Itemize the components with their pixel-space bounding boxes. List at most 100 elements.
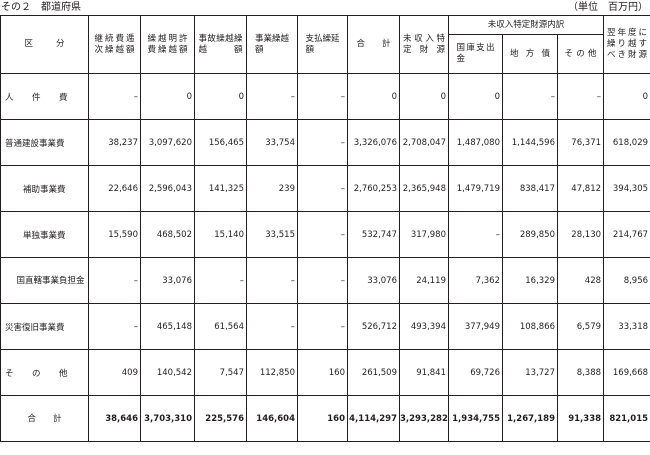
cell: 7,547 [194, 349, 247, 396]
cell: 38,646 [88, 395, 141, 442]
cell: 156,465 [194, 119, 247, 166]
cell: 2,708,047 [399, 119, 449, 166]
cell: – [297, 73, 348, 120]
cell: 91,338 [556, 395, 605, 442]
cell: 0 [140, 73, 195, 120]
cell: 0 [603, 73, 650, 120]
cell: 160 [297, 395, 348, 442]
cell: 3,293,282 [399, 395, 449, 442]
cell: – [194, 257, 247, 304]
cell: 1,479,719 [448, 165, 503, 212]
cell: 140,542 [140, 349, 195, 396]
cell: 61,564 [194, 303, 247, 350]
cell: 428 [556, 257, 605, 304]
cell: – [297, 211, 348, 258]
cell: 76,371 [556, 119, 605, 166]
cell: 493,394 [399, 303, 449, 350]
cell: 22,646 [88, 165, 141, 212]
header-next-year: 翌年度に繰り越すべき財源 [603, 15, 650, 74]
row-label: 国直轄事業負担金 [0, 257, 89, 304]
cell: 33,754 [246, 119, 298, 166]
cell: 214,767 [603, 211, 650, 258]
cell: – [88, 303, 141, 350]
cell: – [246, 73, 298, 120]
header-uncollected-source: 未収入特定財源 [399, 15, 449, 74]
header-carryover-accident: 事故繰越繰越額 [194, 15, 247, 74]
cell: 1,934,755 [448, 395, 503, 442]
cell: – [297, 257, 348, 304]
header-carryover-continued: 継続費逓次繰越額 [88, 15, 141, 74]
cell: – [448, 211, 503, 258]
cell: 239 [246, 165, 298, 212]
cell: 618,029 [603, 119, 650, 166]
cell: – [88, 257, 141, 304]
row-label: 合 計 [0, 395, 89, 442]
cell: 141,325 [194, 165, 247, 212]
row-label: 災害復旧事業費 [0, 303, 89, 350]
cell: 24,119 [399, 257, 449, 304]
row-label: 補助事業費 [0, 165, 89, 212]
cell: 225,576 [194, 395, 247, 442]
table-row: 災害復旧事業費 – 465,148 61,564 – – 526,712 493… [0, 303, 650, 350]
header-carryover-payment: 支払繰延額 [297, 15, 348, 74]
table-row: そ の 他 409 140,542 7,547 112,850 160 261,… [0, 349, 650, 396]
cell: 108,866 [502, 303, 558, 350]
cell: 15,140 [194, 211, 247, 258]
header-local-bond: 地方債 [502, 34, 558, 74]
cell: 1,267,189 [502, 395, 558, 442]
table-row: 単独事業費 15,590 468,502 15,140 33,515 – 532… [0, 211, 650, 258]
cell: 289,850 [502, 211, 558, 258]
cell: 3,097,620 [140, 119, 195, 166]
header-category: 区 分 [0, 15, 89, 74]
table-row: 国直轄事業負担金 – 33,076 – – – 33,076 24,119 7,… [0, 257, 650, 304]
cell: 3,703,310 [140, 395, 195, 442]
header-carryover-explicit: 繰越明許費繰越額 [140, 15, 195, 74]
header-carryover-business: 事業繰越額 [246, 15, 298, 74]
header-total: 合 計 [347, 15, 400, 74]
cell: – [502, 73, 558, 120]
cell: – [556, 73, 605, 120]
cell: 0 [194, 73, 247, 120]
cell: 169,668 [603, 349, 650, 396]
cell: 69,726 [448, 349, 503, 396]
cell: 317,980 [399, 211, 449, 258]
cell: 7,362 [448, 257, 503, 304]
cell: 6,579 [556, 303, 605, 350]
page-title: その２ 都道府県 [1, 2, 81, 13]
cell: 4,114,297 [347, 395, 400, 442]
cell: 33,318 [603, 303, 650, 350]
table-row: 普通建設事業費 38,237 3,097,620 156,465 33,754 … [0, 119, 650, 166]
cell: 838,417 [502, 165, 558, 212]
cell: 0 [448, 73, 503, 120]
cell: 2,365,948 [399, 165, 449, 212]
unit-note: （単位 百万円） [568, 2, 648, 13]
cell: 15,590 [88, 211, 141, 258]
cell: 8,956 [603, 257, 650, 304]
cell: 38,237 [88, 119, 141, 166]
table-row: 補助事業費 22,646 2,596,043 141,325 239 – 2,7… [0, 165, 650, 212]
cell: – [297, 303, 348, 350]
cell: 526,712 [347, 303, 400, 350]
cell: 261,509 [347, 349, 400, 396]
cell: 2,760,253 [347, 165, 400, 212]
cell: 16,329 [502, 257, 558, 304]
cell: 465,148 [140, 303, 195, 350]
row-label: そ の 他 [0, 349, 89, 396]
cell: 468,502 [140, 211, 195, 258]
cell: 47,812 [556, 165, 605, 212]
row-label: 人 件 費 [0, 73, 89, 120]
cell: 377,949 [448, 303, 503, 350]
cell: – [297, 119, 348, 166]
row-label: 単独事業費 [0, 211, 89, 258]
cell: 160 [297, 349, 348, 396]
row-label: 普通建設事業費 [0, 119, 89, 166]
header-breakdown-group: 未収入特定財源内訳 [447, 15, 605, 35]
cell: 28,130 [556, 211, 605, 258]
cell: – [88, 73, 141, 120]
cell: 33,076 [347, 257, 400, 304]
cell: 1,487,080 [448, 119, 503, 166]
cell: 33,515 [246, 211, 298, 258]
cell: 1,144,596 [502, 119, 558, 166]
header-other: その他 [556, 34, 605, 74]
cell: 0 [347, 73, 400, 120]
